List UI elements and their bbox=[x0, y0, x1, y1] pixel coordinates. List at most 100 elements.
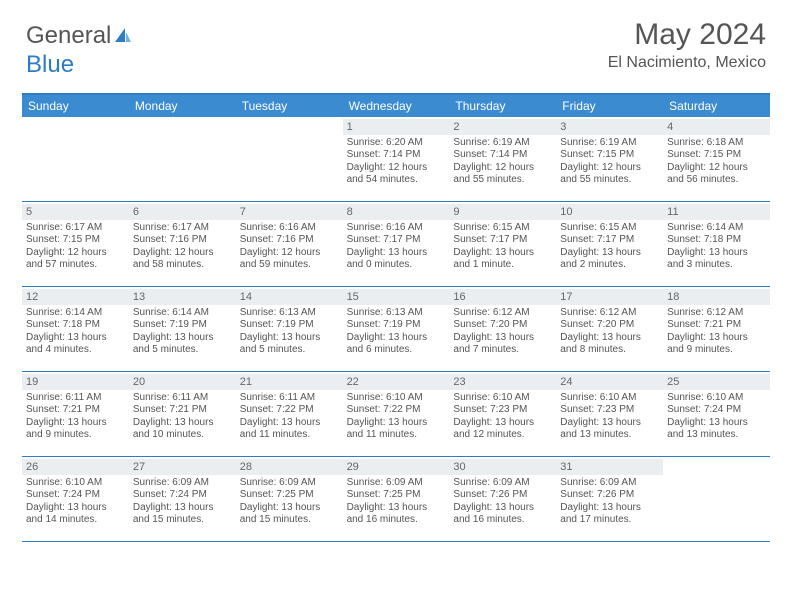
day-cell: 25Sunrise: 6:10 AMSunset: 7:24 PMDayligh… bbox=[663, 372, 770, 456]
sunset-text: Sunset: 7:17 PM bbox=[453, 234, 552, 247]
sunset-text: Sunset: 7:21 PM bbox=[133, 404, 232, 417]
sunset-text: Sunset: 7:21 PM bbox=[26, 404, 125, 417]
day-number: 27 bbox=[129, 459, 236, 475]
sunrise-text: Sunrise: 6:15 AM bbox=[560, 222, 659, 235]
sunset-text: Sunset: 7:16 PM bbox=[240, 234, 339, 247]
week-row: 12Sunrise: 6:14 AMSunset: 7:18 PMDayligh… bbox=[22, 287, 770, 372]
daylight-text: and 16 minutes. bbox=[453, 514, 552, 527]
sunset-text: Sunset: 7:16 PM bbox=[133, 234, 232, 247]
day-number: 16 bbox=[449, 289, 556, 305]
daylight-text: and 0 minutes. bbox=[347, 259, 446, 272]
daylight-text: Daylight: 12 hours bbox=[347, 162, 446, 175]
day-cell: 7Sunrise: 6:16 AMSunset: 7:16 PMDaylight… bbox=[236, 202, 343, 286]
daylight-text: Daylight: 13 hours bbox=[133, 502, 232, 515]
sunset-text: Sunset: 7:25 PM bbox=[347, 489, 446, 502]
day-cell: 4Sunrise: 6:18 AMSunset: 7:15 PMDaylight… bbox=[663, 117, 770, 201]
sunrise-text: Sunrise: 6:19 AM bbox=[453, 137, 552, 150]
logo-blue: Blue bbox=[26, 51, 74, 78]
sunset-text: Sunset: 7:19 PM bbox=[347, 319, 446, 332]
sunset-text: Sunset: 7:17 PM bbox=[560, 234, 659, 247]
sunset-text: Sunset: 7:24 PM bbox=[26, 489, 125, 502]
daylight-text: Daylight: 13 hours bbox=[240, 502, 339, 515]
week-row: 5Sunrise: 6:17 AMSunset: 7:15 PMDaylight… bbox=[22, 202, 770, 287]
daylight-text: and 5 minutes. bbox=[133, 344, 232, 357]
daylight-text: Daylight: 13 hours bbox=[453, 332, 552, 345]
sunrise-text: Sunrise: 6:11 AM bbox=[26, 392, 125, 405]
day-header: Monday bbox=[129, 95, 236, 117]
sunrise-text: Sunrise: 6:17 AM bbox=[26, 222, 125, 235]
sunrise-text: Sunrise: 6:12 AM bbox=[453, 307, 552, 320]
page-header: GeneralBlue May 2024 El Nacimiento, Mexi… bbox=[0, 0, 792, 85]
day-cell: 6Sunrise: 6:17 AMSunset: 7:16 PMDaylight… bbox=[129, 202, 236, 286]
daylight-text: Daylight: 13 hours bbox=[26, 502, 125, 515]
day-header: Tuesday bbox=[236, 95, 343, 117]
week-row: 19Sunrise: 6:11 AMSunset: 7:21 PMDayligh… bbox=[22, 372, 770, 457]
day-number: 9 bbox=[449, 204, 556, 220]
sunset-text: Sunset: 7:24 PM bbox=[133, 489, 232, 502]
day-number: 11 bbox=[663, 204, 770, 220]
sunset-text: Sunset: 7:18 PM bbox=[26, 319, 125, 332]
sunrise-text: Sunrise: 6:09 AM bbox=[560, 477, 659, 490]
sunset-text: Sunset: 7:14 PM bbox=[347, 149, 446, 162]
day-cell: 11Sunrise: 6:14 AMSunset: 7:18 PMDayligh… bbox=[663, 202, 770, 286]
daylight-text: Daylight: 13 hours bbox=[347, 332, 446, 345]
sunrise-text: Sunrise: 6:09 AM bbox=[133, 477, 232, 490]
sunset-text: Sunset: 7:18 PM bbox=[667, 234, 766, 247]
daylight-text: and 15 minutes. bbox=[240, 514, 339, 527]
daylight-text: and 17 minutes. bbox=[560, 514, 659, 527]
logo-text: GeneralBlue bbox=[26, 22, 133, 79]
sunrise-text: Sunrise: 6:14 AM bbox=[26, 307, 125, 320]
daylight-text: Daylight: 13 hours bbox=[240, 332, 339, 345]
daylight-text: Daylight: 13 hours bbox=[560, 247, 659, 260]
week-row: 26Sunrise: 6:10 AMSunset: 7:24 PMDayligh… bbox=[22, 457, 770, 542]
day-header: Thursday bbox=[449, 95, 556, 117]
daylight-text: and 14 minutes. bbox=[26, 514, 125, 527]
month-title: May 2024 bbox=[608, 18, 766, 52]
daylight-text: Daylight: 13 hours bbox=[347, 502, 446, 515]
empty-cell bbox=[663, 457, 770, 541]
empty-cell bbox=[236, 117, 343, 201]
daylight-text: and 55 minutes. bbox=[560, 174, 659, 187]
day-number: 8 bbox=[343, 204, 450, 220]
daylight-text: and 13 minutes. bbox=[560, 429, 659, 442]
day-cell: 12 Sunrise: 6:14 AMSunset: 7:18 PMDayligh… bbox=[22, 287, 129, 371]
sunset-text: Sunset: 7:19 PM bbox=[240, 319, 339, 332]
day-cell: 24Sunrise: 6:10 AMSunset: 7:23 PMDayligh… bbox=[556, 372, 663, 456]
sunrise-text: Sunrise: 6:10 AM bbox=[453, 392, 552, 405]
daylight-text: and 16 minutes. bbox=[347, 514, 446, 527]
sunset-text: Sunset: 7:25 PM bbox=[240, 489, 339, 502]
sunrise-text: Sunrise: 6:09 AM bbox=[347, 477, 446, 490]
daylight-text: Daylight: 12 hours bbox=[667, 162, 766, 175]
sunset-text: Sunset: 7:15 PM bbox=[667, 149, 766, 162]
daylight-text: Daylight: 13 hours bbox=[453, 417, 552, 430]
day-header: Friday bbox=[556, 95, 663, 117]
day-cell: 14Sunrise: 6:13 AMSunset: 7:19 PMDayligh… bbox=[236, 287, 343, 371]
day-number: 31 bbox=[556, 459, 663, 475]
day-number: 18 bbox=[663, 289, 770, 305]
sunrise-text: Sunrise: 6:16 AM bbox=[240, 222, 339, 235]
day-cell: 23Sunrise: 6:10 AMSunset: 7:23 PMDayligh… bbox=[449, 372, 556, 456]
sunrise-text: Sunrise: 6:18 AM bbox=[667, 137, 766, 150]
sunrise-text: Sunrise: 6:13 AM bbox=[240, 307, 339, 320]
daylight-text: and 1 minute. bbox=[453, 259, 552, 272]
day-number: 1 bbox=[343, 119, 450, 135]
sunset-text: Sunset: 7:24 PM bbox=[667, 404, 766, 417]
daylight-text: Daylight: 12 hours bbox=[26, 247, 125, 260]
day-cell: 21Sunrise: 6:11 AMSunset: 7:22 PMDayligh… bbox=[236, 372, 343, 456]
daylight-text: Daylight: 13 hours bbox=[26, 332, 125, 345]
sunset-text: Sunset: 7:23 PM bbox=[453, 404, 552, 417]
day-number: 13 bbox=[129, 289, 236, 305]
sunset-text: Sunset: 7:15 PM bbox=[560, 149, 659, 162]
sunset-text: Sunset: 7:17 PM bbox=[347, 234, 446, 247]
day-cell: 16Sunrise: 6:12 AMSunset: 7:20 PMDayligh… bbox=[449, 287, 556, 371]
day-number: 24 bbox=[556, 374, 663, 390]
daylight-text: Daylight: 12 hours bbox=[453, 162, 552, 175]
daylight-text: and 8 minutes. bbox=[560, 344, 659, 357]
sunrise-text: Sunrise: 6:20 AM bbox=[347, 137, 446, 150]
day-number: 12 bbox=[22, 289, 129, 305]
day-number: 26 bbox=[22, 459, 129, 475]
daylight-text: Daylight: 13 hours bbox=[240, 417, 339, 430]
daylight-text: and 15 minutes. bbox=[133, 514, 232, 527]
sunrise-text: Sunrise: 6:10 AM bbox=[347, 392, 446, 405]
daylight-text: and 59 minutes. bbox=[240, 259, 339, 272]
